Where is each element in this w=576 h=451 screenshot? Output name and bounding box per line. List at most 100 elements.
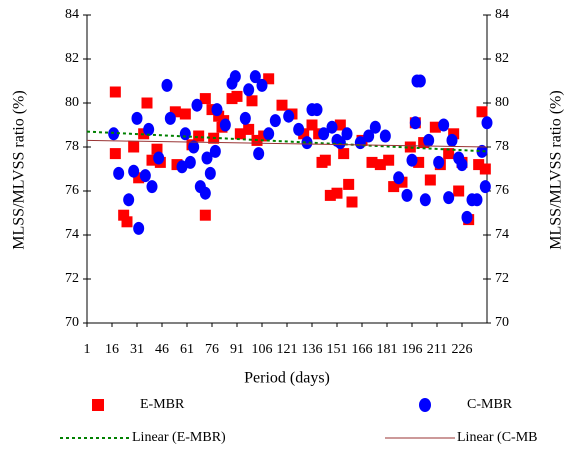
y-axis-title: MLSS/MLVSS ratio (%) [11, 90, 28, 249]
point [419, 193, 431, 207]
point [473, 159, 485, 171]
y-tick-label: 70 [65, 315, 79, 330]
point [401, 188, 413, 202]
point [388, 181, 400, 193]
point [246, 95, 258, 107]
y2-tick-label: 72 [495, 271, 509, 286]
y2-axis-title: MLSS/MLVSS ratio (%) [548, 90, 565, 249]
point [253, 147, 265, 161]
point [179, 127, 191, 141]
point [269, 114, 281, 128]
point [109, 148, 121, 160]
point [193, 130, 205, 142]
point [456, 158, 468, 172]
point [199, 186, 211, 200]
legend-label: E-MBR [140, 397, 185, 412]
x-tick-label: 166 [352, 342, 373, 357]
point [443, 191, 455, 205]
point [413, 156, 425, 168]
point [256, 78, 268, 92]
point [319, 154, 331, 166]
point [363, 129, 375, 143]
point [169, 106, 181, 118]
point [179, 108, 191, 120]
point [448, 128, 460, 140]
y2-tick-label: 84 [495, 7, 509, 22]
point [128, 164, 140, 178]
point [479, 163, 491, 175]
point [211, 103, 223, 117]
point [414, 74, 426, 88]
point [153, 151, 165, 165]
point [109, 86, 121, 98]
trend-line [86, 130, 488, 153]
point [234, 128, 246, 140]
point [229, 70, 241, 84]
point [146, 180, 158, 194]
x-tick-label: 136 [302, 342, 323, 357]
point [191, 98, 203, 112]
trend-line [86, 139, 488, 148]
x-tick-label: 16 [105, 342, 119, 357]
point [476, 144, 488, 158]
point [199, 209, 211, 221]
point [406, 153, 418, 167]
point [141, 97, 153, 109]
x-tick-label: 211 [427, 342, 447, 357]
point [133, 221, 145, 235]
point [334, 136, 346, 150]
point [239, 111, 251, 125]
x-tick-label: 1 [84, 342, 91, 357]
point [123, 193, 135, 207]
legend-marker [92, 399, 104, 411]
point [199, 93, 211, 105]
y-tick-label: 78 [65, 139, 79, 154]
x-tick-label: 91 [230, 342, 244, 357]
point [283, 109, 295, 123]
point [341, 127, 353, 141]
legend-label: C-MBR [467, 397, 513, 412]
y2-tick-label: 76 [495, 183, 509, 198]
y-tick-label: 76 [65, 183, 79, 198]
point [326, 120, 338, 134]
point [263, 127, 275, 141]
point [443, 148, 455, 160]
point [263, 73, 275, 85]
x-tick-label: 61 [180, 342, 194, 357]
x-tick-label: 226 [452, 342, 473, 357]
point [201, 151, 213, 165]
y2-tick-label: 78 [495, 139, 509, 154]
x-axis-title: Period (days) [244, 370, 330, 387]
point [131, 111, 143, 125]
y-tick-label: 84 [65, 7, 79, 22]
x-tick-label: 181 [377, 342, 398, 357]
point [334, 119, 346, 131]
point [424, 174, 436, 186]
point [331, 187, 343, 199]
point [164, 111, 176, 125]
point [243, 83, 255, 97]
x-tick-label: 76 [205, 342, 219, 357]
point [429, 121, 441, 133]
point [209, 144, 221, 158]
point [176, 160, 188, 174]
point [121, 216, 133, 228]
point [249, 70, 261, 84]
legend-marker [419, 398, 431, 412]
point [324, 189, 336, 201]
point [311, 103, 323, 117]
point [146, 154, 158, 166]
point [118, 209, 130, 221]
point [379, 129, 391, 143]
y2-tick-label: 70 [495, 315, 509, 330]
x-tick-label: 106 [252, 342, 273, 357]
x-tick-label: 46 [155, 342, 169, 357]
point [471, 193, 483, 207]
point [219, 118, 231, 132]
point [476, 106, 488, 118]
point [404, 141, 416, 153]
point [128, 141, 140, 153]
point [293, 122, 305, 136]
point [366, 156, 378, 168]
